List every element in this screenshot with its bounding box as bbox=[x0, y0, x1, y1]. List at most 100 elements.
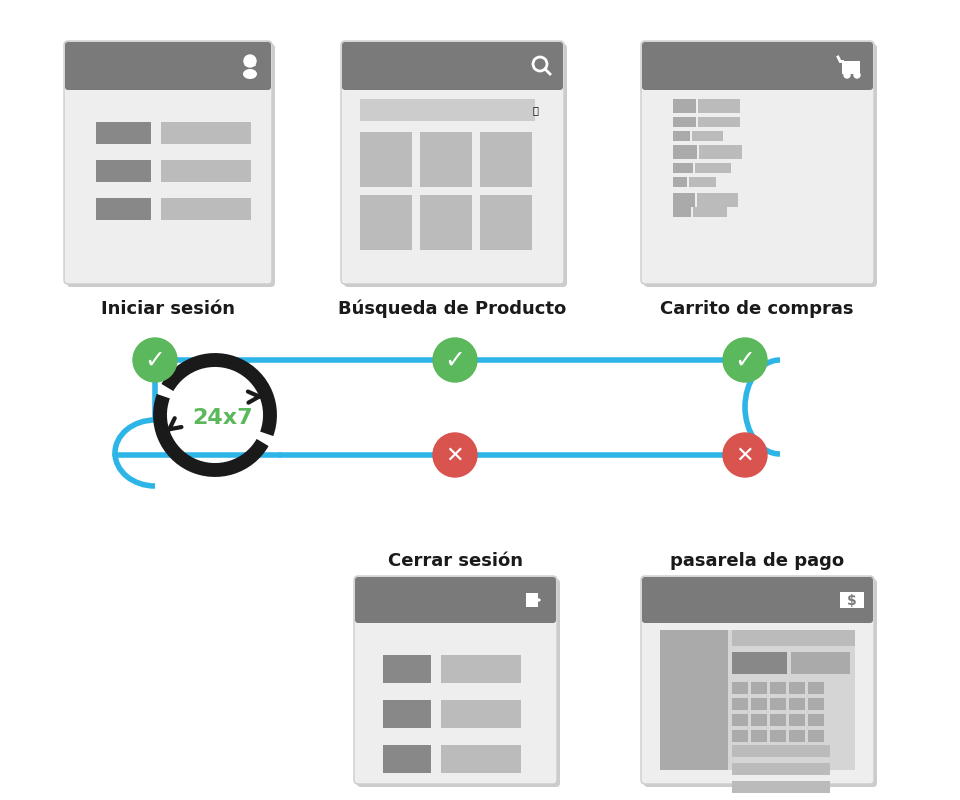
Bar bbox=[161, 160, 251, 182]
Bar bbox=[732, 745, 830, 757]
FancyBboxPatch shape bbox=[644, 579, 877, 787]
Bar bbox=[360, 99, 535, 121]
Bar bbox=[673, 99, 696, 113]
Bar bbox=[842, 61, 860, 74]
FancyBboxPatch shape bbox=[342, 42, 563, 90]
Text: 24x7: 24x7 bbox=[193, 408, 253, 428]
Bar bbox=[441, 655, 521, 683]
Bar bbox=[699, 145, 742, 159]
Bar bbox=[673, 117, 696, 127]
Bar bbox=[161, 122, 251, 144]
FancyBboxPatch shape bbox=[642, 577, 873, 623]
Bar bbox=[673, 193, 695, 207]
Text: —: — bbox=[244, 59, 256, 73]
FancyBboxPatch shape bbox=[644, 44, 877, 287]
FancyBboxPatch shape bbox=[67, 44, 275, 287]
Bar bbox=[732, 763, 830, 775]
Bar bbox=[660, 630, 855, 770]
Bar bbox=[789, 698, 805, 710]
Bar bbox=[673, 207, 691, 217]
Bar bbox=[673, 163, 693, 173]
Bar bbox=[789, 714, 805, 726]
Text: ✕: ✕ bbox=[445, 446, 465, 466]
Bar bbox=[732, 630, 855, 646]
FancyBboxPatch shape bbox=[355, 577, 556, 623]
Bar bbox=[732, 714, 748, 726]
Text: Carrito de compras: Carrito de compras bbox=[660, 300, 853, 318]
Bar bbox=[732, 781, 830, 793]
Bar bbox=[840, 592, 864, 608]
FancyBboxPatch shape bbox=[354, 576, 557, 784]
Circle shape bbox=[854, 72, 860, 78]
Bar bbox=[697, 193, 738, 207]
Bar bbox=[770, 714, 786, 726]
Bar bbox=[420, 132, 472, 187]
Bar bbox=[660, 630, 729, 770]
Text: Búsqueda de Producto: Búsqueda de Producto bbox=[338, 300, 566, 318]
Bar bbox=[689, 177, 715, 187]
Circle shape bbox=[844, 72, 850, 78]
Bar bbox=[732, 730, 748, 742]
Bar bbox=[770, 682, 786, 694]
Bar bbox=[96, 160, 151, 182]
Bar bbox=[480, 132, 532, 187]
Bar bbox=[673, 131, 690, 141]
Text: ✓: ✓ bbox=[145, 349, 165, 373]
Bar bbox=[693, 207, 727, 217]
Bar bbox=[692, 131, 724, 141]
Bar bbox=[360, 132, 412, 187]
FancyBboxPatch shape bbox=[642, 42, 873, 90]
FancyBboxPatch shape bbox=[64, 41, 272, 284]
Bar bbox=[732, 698, 748, 710]
FancyBboxPatch shape bbox=[341, 41, 564, 284]
FancyBboxPatch shape bbox=[641, 576, 874, 784]
Bar bbox=[441, 700, 521, 728]
Text: $: $ bbox=[847, 594, 857, 608]
Circle shape bbox=[433, 338, 477, 382]
Bar bbox=[751, 730, 767, 742]
Text: ✓: ✓ bbox=[734, 349, 756, 373]
Bar bbox=[383, 700, 431, 728]
Bar bbox=[360, 195, 412, 250]
Text: pasarela de pago: pasarela de pago bbox=[670, 552, 844, 570]
Bar bbox=[96, 122, 151, 144]
Bar bbox=[673, 177, 687, 187]
Ellipse shape bbox=[243, 69, 257, 79]
Bar bbox=[770, 698, 786, 710]
Text: ✓: ✓ bbox=[444, 349, 466, 373]
Text: ✕: ✕ bbox=[735, 446, 755, 466]
Bar bbox=[420, 195, 472, 250]
Bar bbox=[808, 730, 824, 742]
Circle shape bbox=[723, 338, 767, 382]
Circle shape bbox=[723, 433, 767, 477]
Bar bbox=[698, 117, 740, 127]
Bar bbox=[383, 655, 431, 683]
Bar bbox=[789, 682, 805, 694]
Text: 🔍: 🔍 bbox=[532, 105, 538, 115]
Circle shape bbox=[244, 55, 256, 67]
Bar bbox=[751, 698, 767, 710]
Circle shape bbox=[433, 433, 477, 477]
Bar bbox=[770, 730, 786, 742]
Bar bbox=[96, 198, 151, 220]
FancyBboxPatch shape bbox=[357, 579, 560, 787]
Bar bbox=[673, 145, 697, 159]
Circle shape bbox=[133, 338, 177, 382]
Bar bbox=[808, 682, 824, 694]
Bar bbox=[751, 714, 767, 726]
Bar bbox=[480, 195, 532, 250]
Bar bbox=[526, 593, 538, 607]
Bar bbox=[789, 730, 805, 742]
Bar bbox=[161, 198, 251, 220]
FancyBboxPatch shape bbox=[65, 42, 271, 90]
Bar bbox=[751, 682, 767, 694]
Text: Cerrar sesión: Cerrar sesión bbox=[388, 552, 522, 570]
Bar bbox=[732, 682, 748, 694]
Bar bbox=[698, 99, 740, 113]
Bar bbox=[791, 652, 851, 674]
Bar bbox=[441, 745, 521, 773]
Bar bbox=[808, 698, 824, 710]
Bar bbox=[383, 745, 431, 773]
Text: Iniciar sesión: Iniciar sesión bbox=[101, 300, 235, 318]
Bar bbox=[695, 163, 732, 173]
